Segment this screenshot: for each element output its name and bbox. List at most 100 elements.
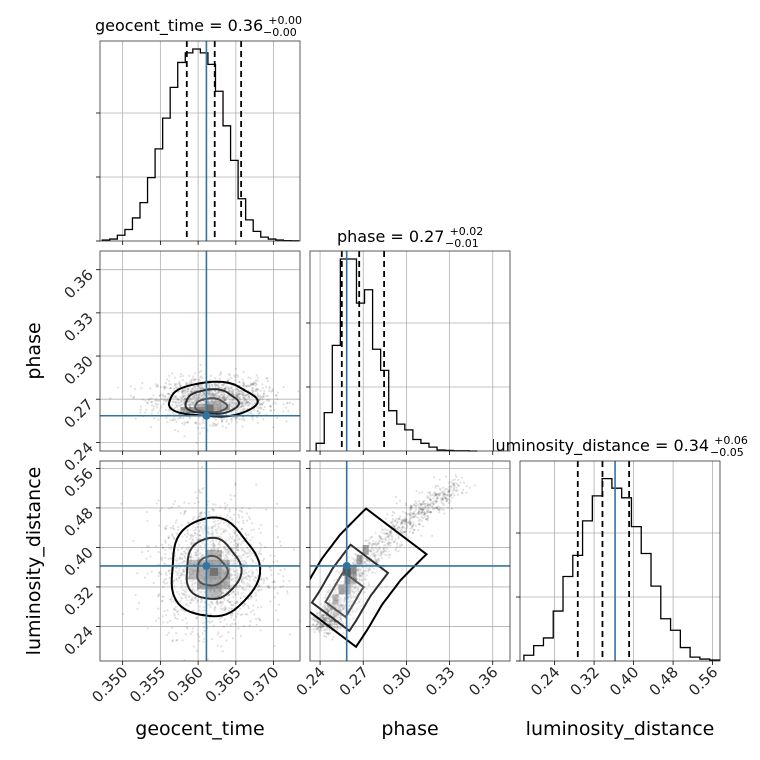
scatter-geocent-time-vs-luminosity-distance-sample-point	[226, 552, 229, 556]
scatter-phase-vs-luminosity-distance-sample-point	[396, 527, 399, 531]
scatter-geocent-time-vs-luminosity-distance-sample-point	[241, 587, 244, 590]
scatter-geocent-time-vs-luminosity-distance-sample-point	[227, 593, 231, 596]
scatter-geocent-time-vs-luminosity-distance-sample-point	[194, 551, 197, 554]
scatter-geocent-time-vs-phase-sample-point	[198, 393, 201, 396]
scatter-phase-vs-luminosity-distance-sample-point	[453, 482, 456, 485]
scatter-geocent-time-vs-phase-sample-point	[231, 390, 234, 394]
scatter-geocent-time-vs-luminosity-distance-sample-point	[211, 539, 214, 542]
scatter-geocent-time-vs-phase-sample-point	[218, 395, 221, 398]
scatter-geocent-time-vs-luminosity-distance-sample-point	[212, 543, 215, 546]
scatter-geocent-time-vs-luminosity-distance-sample-point	[227, 563, 230, 566]
scatter-geocent-time-vs-luminosity-distance-sample-point	[228, 593, 231, 596]
scatter-geocent-time-vs-phase-sample-point	[227, 422, 231, 425]
hist-geocent-time-xticks	[122, 241, 274, 245]
scatter-phase-vs-luminosity-distance-sample-point	[436, 496, 439, 500]
scatter-geocent-time-vs-luminosity-distance-sample-point	[183, 511, 186, 514]
scatter-geocent-time-vs-phase-sample-point	[224, 396, 227, 400]
scatter-geocent-time-vs-luminosity-distance-sample-point	[243, 588, 246, 591]
scatter-geocent-time-vs-luminosity-distance-sample-point	[185, 626, 189, 629]
scatter-geocent-time-vs-luminosity-distance-sample-point	[224, 508, 227, 511]
scatter-geocent-time-vs-phase-sample-point	[251, 383, 254, 386]
scatter-geocent-time-vs-luminosity-distance-sample-point	[171, 640, 174, 643]
scatter-geocent-time-vs-luminosity-distance-sample-point	[236, 548, 239, 552]
scatter-geocent-time-vs-luminosity-distance-sample-point	[212, 518, 215, 521]
scatter-geocent-time-vs-luminosity-distance-sample-point	[242, 625, 246, 628]
scatter-phase-vs-luminosity-distance-sample-point	[421, 508, 425, 511]
scatter-geocent-time-vs-phase-sample-point	[197, 396, 200, 399]
scatter-geocent-time-vs-luminosity-distance-sample-point	[200, 600, 204, 603]
scatter-geocent-time-vs-phase-sample-point	[200, 387, 203, 390]
scatter-geocent-time-vs-phase-sample-point	[210, 382, 213, 385]
scatter-geocent-time-vs-luminosity-distance-sample-point	[230, 584, 233, 587]
scatter-geocent-time-vs-luminosity-distance-sample-point	[222, 581, 225, 584]
scatter-geocent-time-vs-luminosity-distance-sample-point	[238, 537, 241, 540]
scatter-geocent-time-vs-luminosity-distance-sample-point	[141, 551, 144, 554]
scatter-geocent-time-vs-phase-sample-point	[196, 384, 199, 388]
scatter-geocent-time-vs-phase-sample-point	[239, 401, 242, 404]
scatter-geocent-time-vs-luminosity-distance-sample-point	[207, 500, 210, 503]
scatter-phase-vs-luminosity-distance-sample-point	[327, 633, 330, 636]
scatter-geocent-time-vs-luminosity-distance-sample-point	[277, 618, 280, 622]
scatter-geocent-time-vs-phase-sample-point	[230, 390, 233, 393]
scatter-geocent-time-vs-luminosity-distance-sample-point	[201, 487, 204, 491]
scatter-phase-vs-luminosity-distance-sample-point	[420, 519, 423, 522]
scatter-geocent-time-vs-luminosity-distance-sample-point	[241, 562, 244, 565]
scatter-geocent-time-vs-phase-sample-point	[228, 401, 231, 404]
scatter-geocent-time-vs-luminosity-distance-sample-point	[224, 570, 227, 573]
scatter-geocent-time-vs-phase-sample-point	[166, 420, 169, 424]
scatter-geocent-time-vs-luminosity-distance-xtick-label: 0.360	[164, 663, 207, 706]
scatter-geocent-time-vs-phase-sample-point	[183, 407, 186, 410]
scatter-geocent-time-vs-phase-sample-point	[191, 396, 194, 399]
scatter-geocent-time-vs-luminosity-distance-sample-point	[189, 573, 192, 576]
scatter-geocent-time-vs-phase-sample-point	[178, 380, 181, 383]
scatter-geocent-time-vs-phase-sample-point	[200, 385, 203, 388]
scatter-geocent-time-vs-luminosity-distance-sample-point	[211, 547, 214, 550]
scatter-geocent-time-vs-luminosity-distance-sample-point	[207, 531, 210, 534]
scatter-geocent-time-vs-phase-sample-point	[172, 413, 175, 416]
scatter-geocent-time-vs-luminosity-distance-sample-point	[215, 601, 218, 604]
scatter-geocent-time-vs-luminosity-distance-sample-point	[245, 546, 248, 549]
scatter-geocent-time-vs-luminosity-distance-sample-point	[175, 639, 178, 642]
scatter-geocent-time-vs-phase-ytick-label: 0.27	[60, 395, 96, 431]
scatter-geocent-time-vs-phase-sample-point	[230, 411, 233, 414]
scatter-geocent-time-vs-phase-sample-point	[187, 403, 190, 406]
scatter-geocent-time-vs-luminosity-distance-sample-point	[225, 555, 228, 558]
scatter-geocent-time-vs-phase-sample-point	[239, 399, 242, 402]
scatter-geocent-time-vs-phase-sample-point	[248, 411, 251, 414]
scatter-geocent-time-vs-phase-sample-point	[181, 374, 184, 378]
scatter-geocent-time-vs-luminosity-distance-sample-point	[184, 586, 187, 589]
scatter-geocent-time-vs-luminosity-distance-sample-point	[251, 522, 254, 525]
scatter-geocent-time-vs-luminosity-distance-sample-point	[174, 606, 177, 609]
scatter-geocent-time-vs-phase-sample-point	[211, 383, 214, 387]
scatter-geocent-time-vs-luminosity-distance-sample-point	[183, 560, 186, 563]
scatter-geocent-time-vs-luminosity-distance-sample-point	[252, 578, 255, 581]
scatter-geocent-time-vs-luminosity-distance-sample-point	[221, 588, 224, 592]
scatter-geocent-time-vs-luminosity-distance-sample-point	[243, 604, 246, 607]
scatter-geocent-time-vs-luminosity-distance-sample-point	[132, 539, 135, 543]
scatter-geocent-time-vs-luminosity-distance-sample-point	[247, 551, 250, 554]
scatter-geocent-time-vs-phase-sample-point	[237, 389, 240, 392]
scatter-geocent-time-vs-phase-sample-point	[231, 400, 235, 404]
scatter-geocent-time-vs-luminosity-distance-sample-point	[197, 523, 200, 526]
scatter-geocent-time-vs-luminosity-distance-sample-point	[179, 596, 182, 599]
scatter-geocent-time-vs-luminosity-distance-sample-point	[245, 577, 249, 581]
scatter-geocent-time-vs-phase-sample-point	[140, 387, 143, 390]
scatter-geocent-time-vs-phase-sample-point	[189, 399, 192, 402]
scatter-geocent-time-vs-luminosity-distance-sample-point	[160, 507, 163, 510]
scatter-geocent-time-vs-phase-sample-point	[146, 401, 149, 404]
scatter-phase-vs-luminosity-distance-sample-point	[412, 521, 415, 524]
scatter-geocent-time-vs-luminosity-distance-sample-point	[179, 512, 182, 515]
scatter-phase-vs-luminosity-distance-sample-point	[438, 478, 441, 481]
scatter-geocent-time-vs-luminosity-distance-sample-point	[248, 550, 252, 553]
scatter-geocent-time-vs-phase-sample-point	[234, 417, 238, 420]
scatter-geocent-time-vs-phase-sample-point	[214, 393, 217, 396]
scatter-geocent-time-vs-luminosity-distance-sample-point	[145, 545, 149, 548]
scatter-phase-vs-luminosity-distance-sample-point	[462, 488, 465, 491]
scatter-geocent-time-vs-phase-sample-point	[197, 384, 200, 387]
scatter-geocent-time-vs-phase-sample-point	[139, 405, 142, 408]
scatter-geocent-time-vs-luminosity-distance-sample-point	[198, 590, 202, 593]
scatter-geocent-time-vs-phase-sample-point	[236, 416, 239, 419]
scatter-geocent-time-vs-luminosity-distance-sample-point	[167, 535, 170, 538]
scatter-geocent-time-vs-phase-sample-point	[186, 387, 190, 390]
scatter-phase-vs-luminosity-distance-sample-point	[416, 516, 419, 519]
